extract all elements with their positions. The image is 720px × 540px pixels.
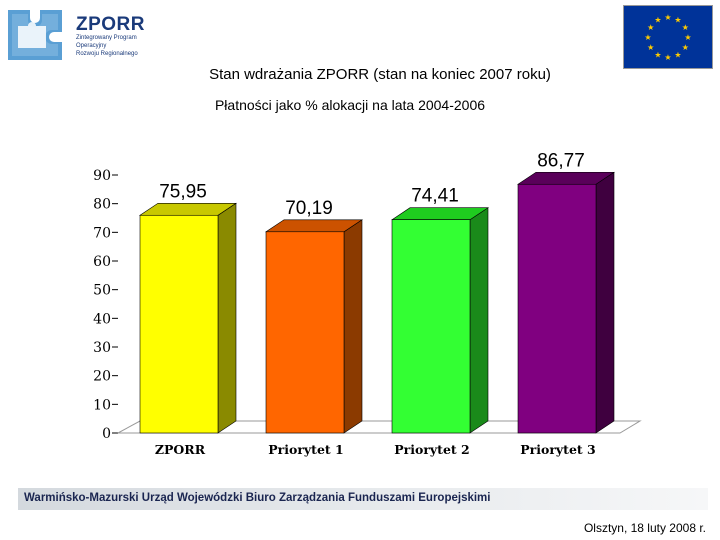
eu-star-icon: ★ — [644, 33, 651, 42]
y-tick-label: 60 — [93, 254, 111, 270]
y-tick-label: 50 — [93, 283, 111, 299]
bar — [265, 231, 345, 434]
logo-subtitle: Zintegrowany Program Operacyjny Rozwoju … — [76, 34, 156, 58]
footer-bar — [18, 488, 708, 510]
category-label: Priorytet 3 — [520, 442, 595, 457]
y-tick-label: 30 — [93, 340, 111, 356]
logo-sub-line: Zintegrowany Program — [76, 35, 137, 41]
chart-title: Stan wdrażania ZPORR (stan na koniec 200… — [209, 66, 551, 83]
data-label: 86,77 — [537, 150, 585, 171]
eu-star-icon: ★ — [664, 53, 671, 62]
eu-star-icon: ★ — [654, 50, 661, 59]
eu-star-icon: ★ — [684, 33, 691, 42]
data-label: 74,41 — [411, 186, 459, 207]
eu-star-icon: ★ — [682, 23, 689, 32]
eu-flag-icon: ★ ★★★★★★★★★★★ — [623, 5, 713, 69]
bar — [391, 219, 471, 434]
puzzle-logo-icon — [8, 10, 62, 60]
eu-star-icon: ★ — [674, 50, 681, 59]
eu-star-icon: ★ — [664, 13, 671, 22]
logo-sub-line: Operacyjny — [76, 43, 107, 49]
logo-title: ZPORR — [76, 14, 145, 35]
y-tick-label: 0 — [102, 426, 111, 442]
bar-side — [343, 219, 363, 434]
y-tick-label: 10 — [93, 397, 111, 413]
data-label: 70,19 — [285, 198, 333, 219]
footer-organization: Warmińsko-Mazurski Urząd Wojewódzki Biur… — [24, 492, 491, 504]
eu-star-icon: ★ — [682, 43, 689, 52]
zporr-logo: ZPORR Zintegrowany Program Operacyjny Ro… — [4, 4, 154, 64]
y-tick-label: 20 — [93, 369, 111, 385]
category-label: Priorytet 2 — [394, 442, 469, 457]
footer-place-date: Olsztyn, 18 luty 2008 r. — [583, 521, 706, 535]
chart-subtitle: Płatności jako % alokacji na lata 2004-2… — [214, 97, 486, 113]
y-tick-label: 40 — [93, 311, 111, 327]
bar-side — [469, 207, 489, 434]
eu-star-icon: ★ — [647, 43, 654, 52]
y-tick-label: 70 — [93, 225, 111, 241]
y-tick-label: 80 — [93, 197, 111, 213]
bar-side — [595, 171, 615, 434]
category-label: ZPORR — [155, 442, 206, 457]
eu-star-icon: ★ — [647, 23, 654, 32]
logo-sub-line: Rozwoju Regionalnego — [76, 51, 138, 57]
bar-side — [217, 202, 237, 434]
eu-star-icon: ★ — [654, 16, 661, 25]
bar — [139, 214, 219, 434]
bar — [517, 183, 597, 434]
bar-chart: 0 10 20 30 40 50 60 70 80 90 75,95 ZPORR 70,19 Priory… — [93, 150, 642, 457]
eu-star-icon: ★ — [674, 16, 681, 25]
data-label: 75,95 — [159, 181, 207, 202]
y-tick-label: 90 — [93, 168, 111, 184]
category-label: Priorytet 1 — [268, 442, 343, 457]
